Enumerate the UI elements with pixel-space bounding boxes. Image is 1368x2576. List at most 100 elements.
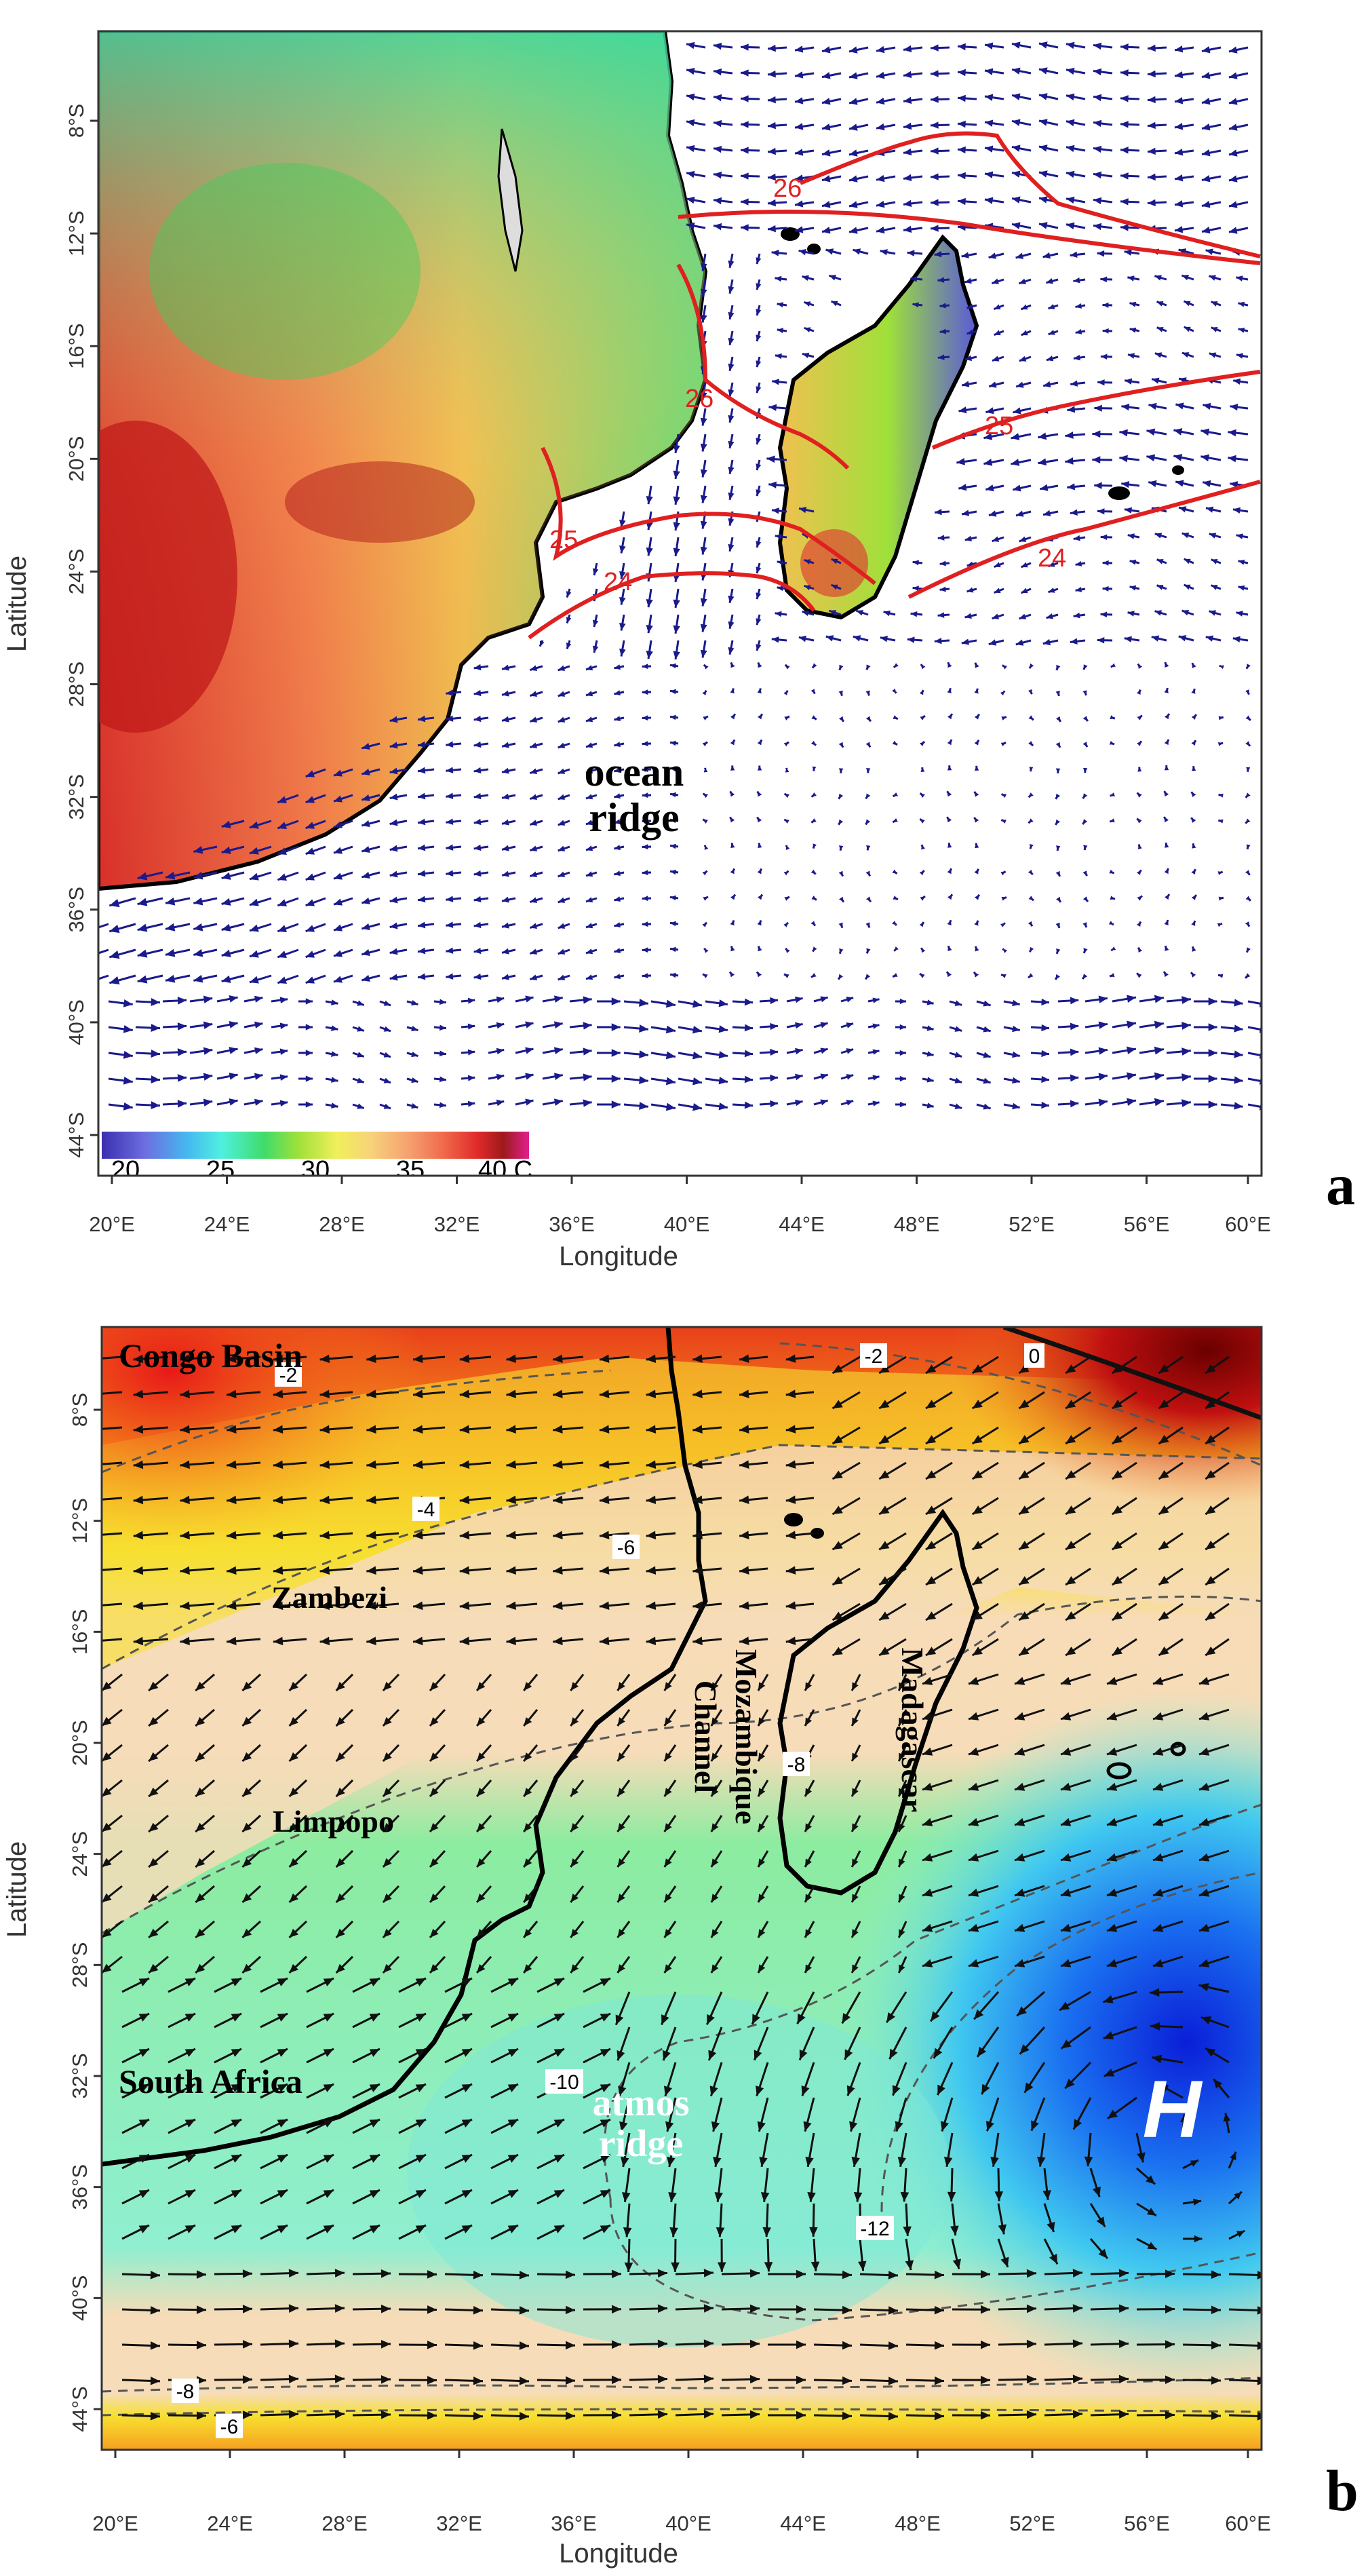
current-vector-head xyxy=(614,845,621,851)
current-vector-head xyxy=(1048,562,1055,567)
wind-vector-head xyxy=(801,2085,810,2096)
geopotential-contours xyxy=(102,1342,1262,2417)
wind-vector-head xyxy=(477,1893,486,1902)
wind-vector-head xyxy=(646,1566,657,1575)
wind-vector-head xyxy=(288,2375,298,2383)
current-vector-head xyxy=(931,44,939,52)
current-vector-head xyxy=(1046,613,1053,619)
current-vector-head xyxy=(193,948,203,957)
current-vector-head xyxy=(1192,766,1196,771)
wind-vector-head xyxy=(180,1531,190,1540)
current-vector-head xyxy=(1065,457,1074,465)
current-vector-head xyxy=(250,821,259,829)
current-vector-head xyxy=(1137,844,1142,849)
wind-vector-head xyxy=(227,1495,237,1505)
current-vector-head xyxy=(1234,1102,1243,1110)
wind-vector-head xyxy=(972,1505,983,1514)
current-vector-head xyxy=(473,947,482,955)
wind-vector-head xyxy=(133,1354,144,1364)
current-vector-head xyxy=(389,819,398,826)
current-vector-head xyxy=(530,794,538,800)
current-vector-head xyxy=(876,226,885,234)
current-vector-head xyxy=(704,948,709,953)
current-vector-head xyxy=(983,459,993,466)
current-vector-head xyxy=(730,688,735,694)
wind-vector-head xyxy=(150,2271,160,2280)
wind-vector-head xyxy=(180,1354,190,1364)
current-vector-head xyxy=(937,535,945,541)
wind-vector-head xyxy=(899,1752,905,1761)
current-vector-head xyxy=(1066,119,1075,127)
current-vector-head xyxy=(1039,93,1048,100)
current-vector-head xyxy=(757,817,762,823)
wind-vector-head xyxy=(974,2009,984,2020)
current-vector-head xyxy=(1230,481,1238,488)
wind-vector-head xyxy=(227,1636,237,1646)
wind-vector-head xyxy=(600,2049,610,2057)
current-vector-head xyxy=(849,149,858,157)
current-vector-head xyxy=(829,275,837,281)
current-vector-head xyxy=(1046,355,1054,362)
current-vector-head xyxy=(1093,68,1102,76)
wind-vector-head xyxy=(739,1495,749,1504)
current-vector-head xyxy=(865,768,871,773)
wind-vector-head xyxy=(1017,2006,1027,2016)
wind-vector-head xyxy=(231,2014,241,2022)
current-vector-head xyxy=(1082,742,1088,748)
current-vector-head xyxy=(838,870,843,877)
current-vector-head xyxy=(1192,946,1196,952)
current-vector-head xyxy=(920,793,925,798)
current-vector-head xyxy=(1041,998,1050,1006)
current-vector-head xyxy=(838,690,843,696)
wind-vector-head xyxy=(380,2375,391,2384)
wind-vector-head xyxy=(716,2227,725,2237)
current-vector-head xyxy=(277,847,288,855)
x-tick-label: 24°E xyxy=(204,1212,250,1236)
current-vector-head xyxy=(686,67,695,75)
wind-vector xyxy=(102,1567,123,1571)
green-region xyxy=(149,163,421,380)
wind-vector-head xyxy=(611,2305,621,2314)
current-vector-head xyxy=(1073,277,1080,284)
wind-vector-head xyxy=(969,1959,979,1967)
current-vector-head xyxy=(849,98,858,105)
current-vector-head xyxy=(919,742,925,747)
current-vector-head xyxy=(784,793,789,799)
current-vector-head xyxy=(838,819,844,825)
wind-vector-head xyxy=(934,2341,944,2350)
wind-vector-head xyxy=(102,1893,112,1902)
current-vector-head xyxy=(558,948,566,955)
sst-contours xyxy=(528,131,1261,640)
current-vector-head xyxy=(1102,585,1109,592)
wind-vector-head xyxy=(714,2192,724,2202)
current-vector-head xyxy=(1039,67,1048,75)
current-vector-head xyxy=(1098,1073,1108,1081)
current-vector-head xyxy=(926,1077,934,1083)
current-vector-head xyxy=(203,1073,213,1081)
current-vector-head xyxy=(1178,635,1187,642)
wind-vector-head xyxy=(102,1858,112,1867)
current-vector-head xyxy=(334,872,343,880)
wind-vector-head xyxy=(717,2262,726,2272)
wind-vector-head xyxy=(785,1354,796,1363)
current-vector-head xyxy=(1120,43,1129,51)
wind-vector-head xyxy=(1112,1470,1122,1479)
wind-vector-head xyxy=(1194,2235,1203,2243)
current-vector-head xyxy=(700,263,707,271)
wind-vector-head xyxy=(667,2157,676,2167)
panel-a-map: 26 26 25 25 24 24 ocean ridge 20 25 30 3… xyxy=(98,31,1262,1176)
current-vector-head xyxy=(899,998,907,1005)
current-vector-head xyxy=(558,871,566,877)
wind-vector-head xyxy=(796,2269,806,2279)
wind-vector-head xyxy=(1019,1364,1030,1373)
current-vector-head xyxy=(389,948,398,955)
wind-vector-head xyxy=(323,2014,334,2022)
current-vector-head xyxy=(838,716,844,722)
current-vector-head xyxy=(418,715,426,723)
current-vector-head xyxy=(958,43,966,51)
current-vector-head xyxy=(1245,921,1249,927)
wind-vector-head xyxy=(553,2014,564,2022)
y-tick-label: 28°S xyxy=(68,1942,92,1988)
current-vector-head xyxy=(446,973,454,980)
current-vector-head xyxy=(1012,999,1020,1007)
